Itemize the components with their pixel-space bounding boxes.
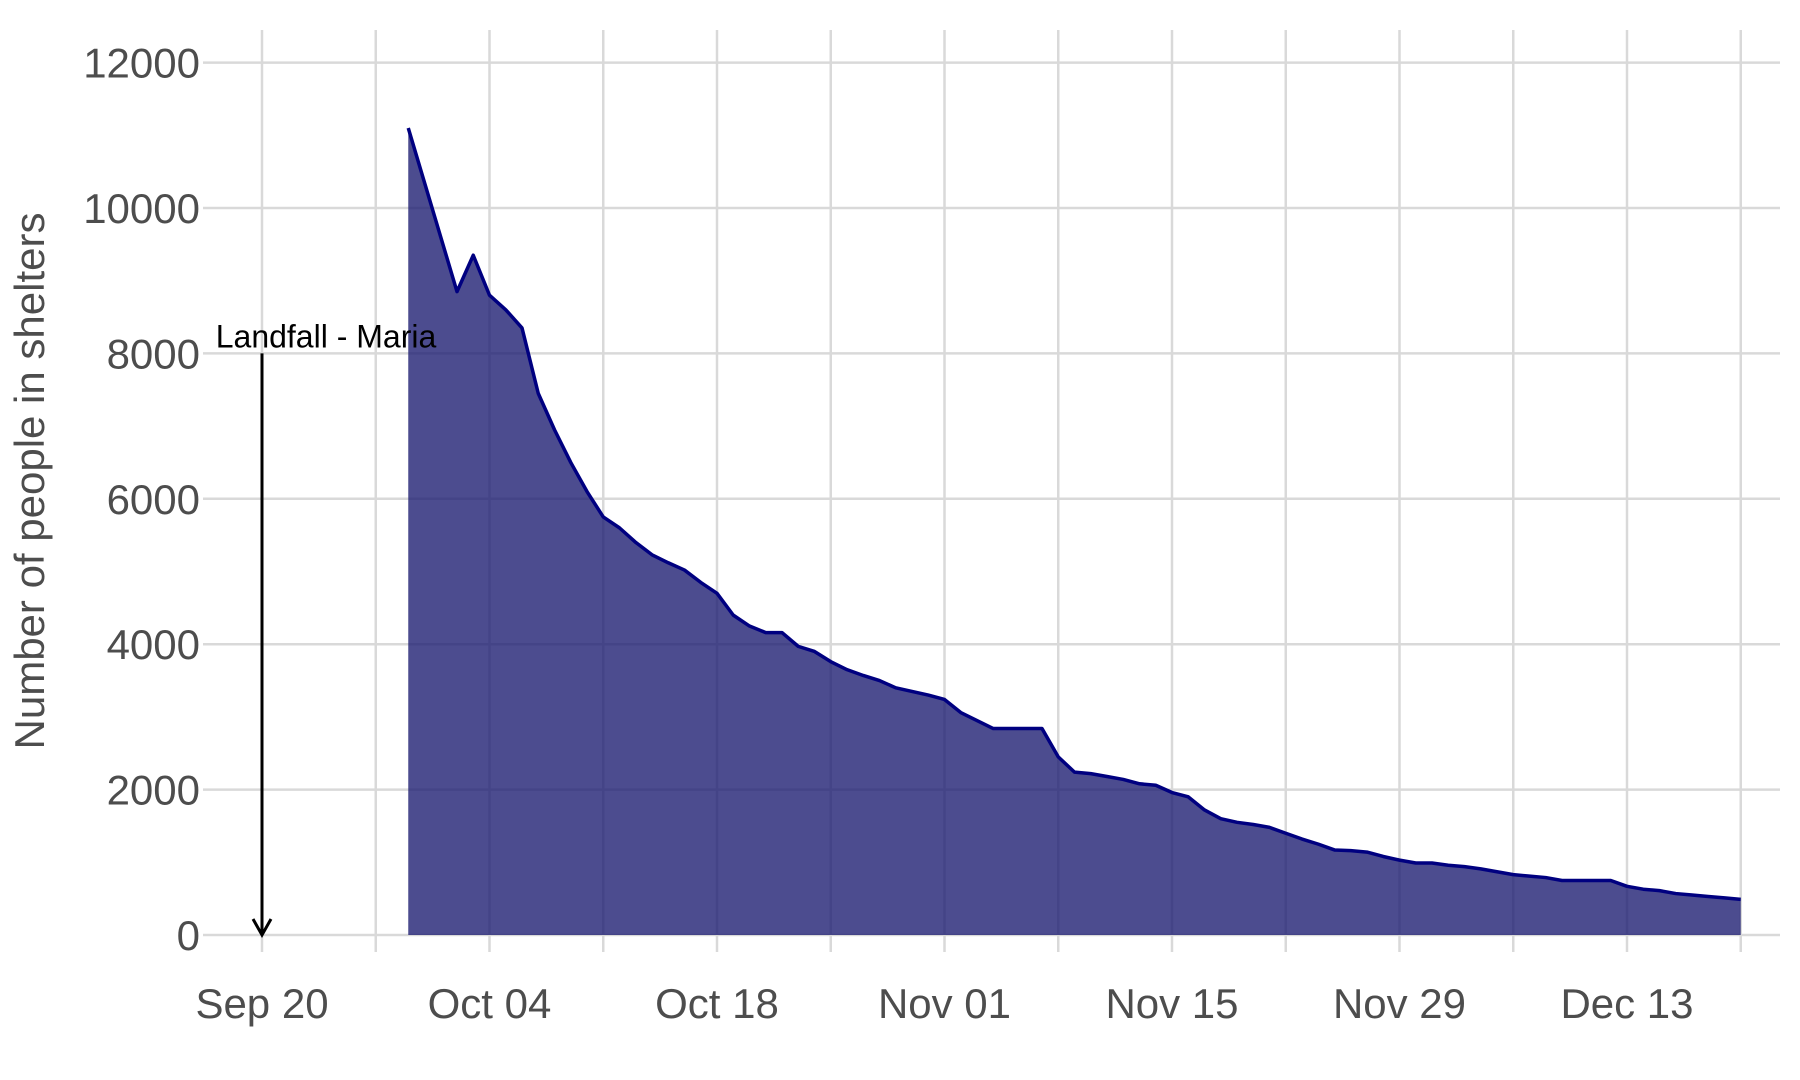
- y-tick-label: 12000: [83, 40, 200, 87]
- x-tick-label: Dec 13: [1560, 980, 1693, 1027]
- y-axis-title: Number of people in shelters: [6, 213, 53, 750]
- x-tick-label: Oct 18: [655, 980, 779, 1027]
- x-axis-tick-labels: Sep 20 Oct 04 Oct 18 Nov 01 Nov 15 Nov 29 Dec …: [195, 980, 1693, 1027]
- y-tick-label: 4000: [107, 621, 200, 668]
- x-tick-label: Oct 04: [428, 980, 552, 1027]
- landfall-label: Landfall - Maria: [216, 318, 437, 354]
- x-tick-label: Nov 15: [1105, 980, 1238, 1027]
- x-tick-label: Sep 20: [195, 980, 328, 1027]
- data-layer: [406, 127, 1741, 935]
- y-tick-label: 6000: [107, 476, 200, 523]
- x-tick-label: Nov 29: [1333, 980, 1466, 1027]
- landfall-arrowhead: [251, 918, 273, 939]
- y-axis-tick-labels: 0 2000 4000 6000 8000 10000 12000: [83, 40, 200, 959]
- y-tick-label: 0: [177, 912, 200, 959]
- annotation-layer: Landfall - Maria: [216, 318, 437, 939]
- y-tick-label: 2000: [107, 767, 200, 814]
- y-tick-label: 8000: [107, 330, 200, 377]
- series-line: [406, 127, 1741, 902]
- x-tick-label: Nov 01: [878, 980, 1011, 1027]
- series-area: [408, 128, 1741, 935]
- y-tick-label: 10000: [83, 185, 200, 232]
